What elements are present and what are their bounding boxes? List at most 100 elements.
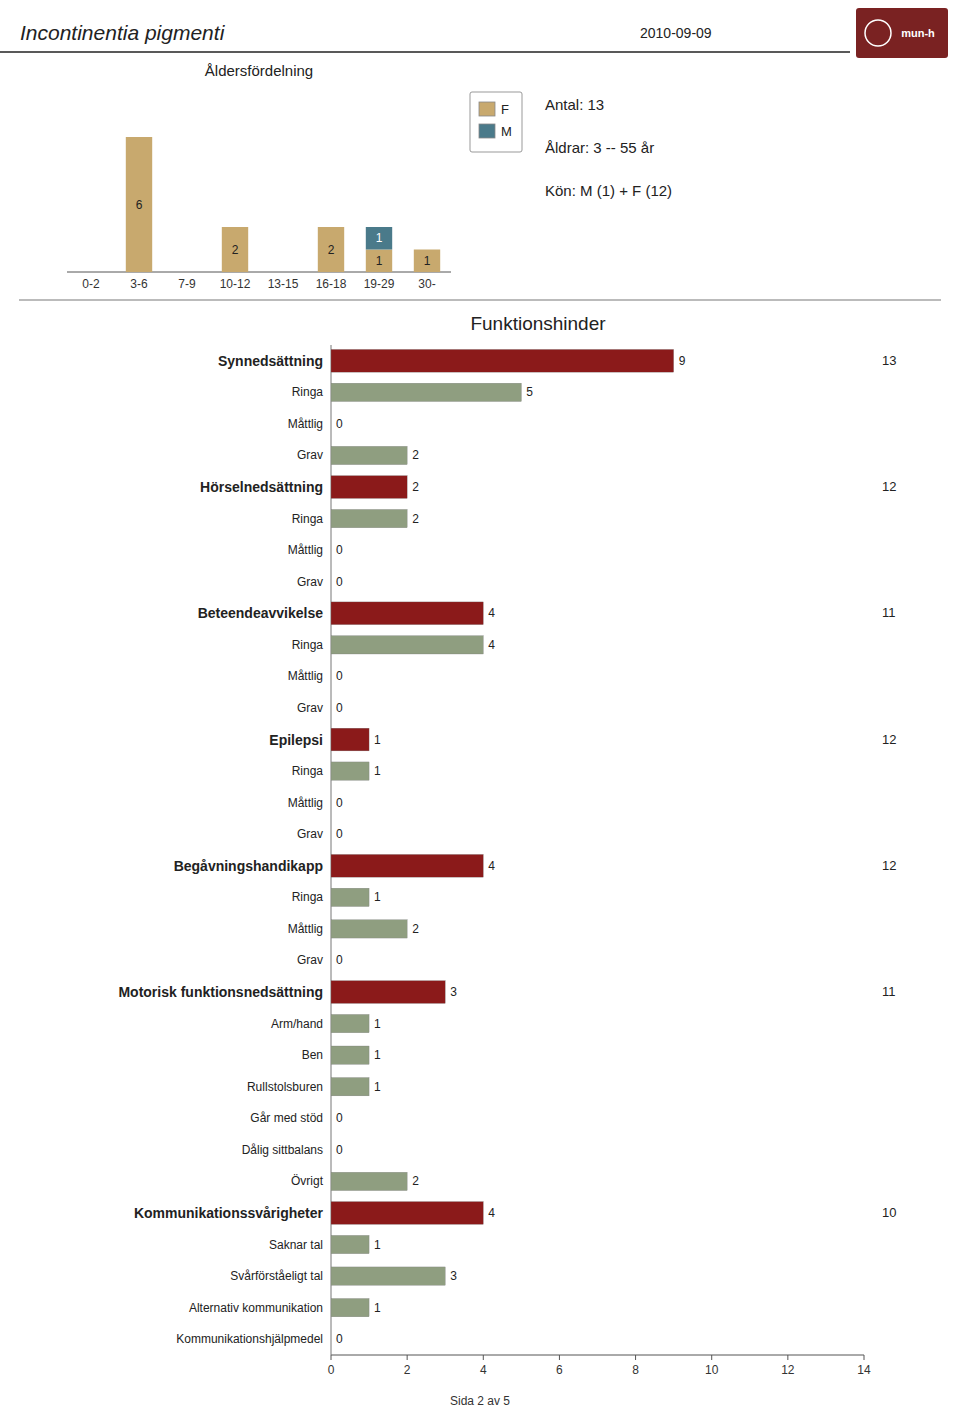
data-label: 0 (336, 1111, 343, 1125)
bar (270, 272, 296, 273)
bar (331, 573, 332, 591)
legend-frame (470, 92, 522, 152)
data-label: 2 (412, 448, 419, 462)
data-label: 1 (374, 764, 381, 778)
bar (126, 137, 152, 138)
bar (222, 227, 248, 228)
bar (331, 794, 332, 812)
data-label: 2 (412, 1174, 419, 1188)
n-label: 11 (882, 984, 896, 999)
data-label: 0 (336, 953, 343, 967)
bar (366, 250, 392, 273)
category-label: Ringa (292, 638, 324, 652)
data-label: 1 (374, 890, 381, 904)
bar (331, 825, 332, 843)
tick-label: 6 (556, 1363, 563, 1377)
tick-label: 8 (632, 1363, 639, 1377)
data-label: 0 (336, 417, 343, 431)
bar (331, 1109, 332, 1127)
tick-label: 12 (781, 1363, 795, 1377)
n-label: 11 (882, 605, 896, 620)
bar (331, 920, 407, 938)
bar (331, 888, 369, 906)
bar (331, 981, 445, 1004)
data-label: 0 (336, 796, 343, 810)
separator (19, 299, 941, 301)
category-label: Begåvningshandikapp (174, 858, 323, 874)
category-label: Kommunikationshjälpmedel (176, 1332, 323, 1346)
bar (331, 415, 332, 433)
bar (331, 1046, 369, 1064)
data-label: 6 (136, 198, 143, 212)
data-label: 1 (376, 254, 383, 268)
category-label: Hörselnedsättning (200, 479, 323, 495)
category-label: Ringa (292, 764, 324, 778)
n-label: 13 (882, 353, 896, 368)
data-label: 2 (412, 512, 419, 526)
data-label: 0 (336, 1332, 343, 1346)
data-label: 9 (679, 354, 686, 368)
category-label: Grav (297, 448, 323, 462)
page-title: Incontinentia pigmenti (20, 21, 226, 44)
category-labels: SynnedsättningRingaMåttligGravHörselneds… (118, 353, 323, 1346)
axis-line (67, 272, 451, 273)
data-label: 1 (374, 1301, 381, 1315)
data-label: 1 (374, 733, 381, 747)
category-label: Alternativ kommunikation (189, 1301, 323, 1315)
data-label: 1 (424, 254, 431, 268)
bar (331, 1235, 369, 1253)
bar (318, 227, 344, 272)
func-chart: Funktionshinder0246810121495022200440011… (118, 313, 896, 1377)
data-label: 3 (450, 1269, 457, 1283)
bar (174, 272, 200, 273)
data-label: 4 (488, 638, 495, 652)
category-label: Grav (297, 953, 323, 967)
bar (331, 854, 483, 877)
tick-label: 30- (418, 277, 435, 291)
category-label: Ben (302, 1048, 323, 1062)
tick-label: 10 (705, 1363, 719, 1377)
header-rule (0, 51, 850, 53)
data-label: 2 (232, 243, 239, 257)
data-label: 5 (526, 385, 533, 399)
bar (331, 383, 521, 401)
tick (331, 1355, 332, 1360)
page-svg: Incontinentia pigmenti2010-09-09mun-hÅld… (0, 0, 960, 1425)
category-label: Rullstolsburen (247, 1080, 323, 1094)
tick (407, 1355, 408, 1360)
category-label: Beteendeavvikelse (198, 605, 324, 621)
bar (331, 541, 332, 559)
legend-swatch (479, 124, 495, 138)
bar (222, 227, 248, 272)
bar (331, 667, 332, 685)
n-label: 12 (882, 479, 896, 494)
bar (331, 1141, 332, 1159)
bar (414, 249, 440, 250)
category-label: Kommunikationssvårigheter (134, 1205, 324, 1221)
bar (366, 227, 392, 250)
bar (331, 602, 483, 625)
legend-swatch (479, 102, 495, 116)
bar (126, 137, 152, 272)
bar (331, 509, 407, 527)
n-labels: 13121112121110 (882, 353, 896, 1220)
category-label: Går med stöd (250, 1111, 323, 1125)
data-label: 0 (336, 1143, 343, 1157)
logo-text: mun-h (901, 27, 935, 39)
bar (331, 1014, 369, 1032)
category-label: Arm/hand (271, 1017, 323, 1031)
bar (331, 1172, 407, 1190)
data-label: 4 (488, 606, 495, 620)
data-label: 2 (412, 480, 419, 494)
bar (331, 1299, 369, 1317)
tick (483, 1355, 484, 1360)
tick-label: 0-2 (82, 277, 100, 291)
bar (331, 728, 369, 751)
bar (331, 1078, 369, 1096)
legend-label: M (501, 124, 512, 139)
data-label: 2 (328, 243, 335, 257)
data-label: 0 (336, 701, 343, 715)
bar (331, 762, 369, 780)
x-axis: 0-23-67-910-1213-1516-1819-2930- (67, 272, 451, 291)
category-label: Ringa (292, 890, 324, 904)
